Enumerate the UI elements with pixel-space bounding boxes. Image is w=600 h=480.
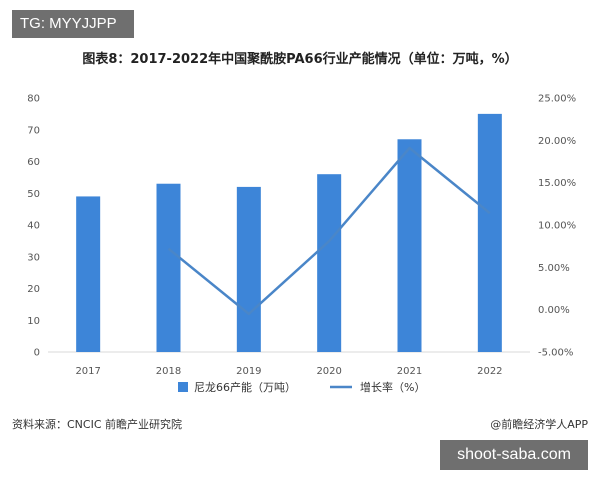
legend-bar-label: 尼龙66产能（万吨） [194, 380, 296, 394]
y-right-tick-label: -5.00% [538, 348, 573, 359]
brand-note: @前瞻经济学人APP [490, 418, 588, 431]
bar-2021 [397, 139, 422, 352]
y-left-tick-label: 70 [27, 125, 40, 136]
y-right-tick-label: 20.00% [538, 136, 576, 147]
y-right-tick-label: 15.00% [538, 178, 576, 189]
y-left-tick-label: 20 [27, 284, 40, 295]
legend-line-label: 增长率（%） [360, 380, 425, 394]
chart-title: 图表8：2017-2022年中国聚酰胺PA66行业产能情况（单位：万吨，%） [82, 52, 518, 67]
y-left-tick-label: 10 [27, 316, 40, 327]
x-tick-label: 2021 [397, 366, 422, 377]
y-left-tick-label: 40 [27, 221, 40, 232]
legend-bar-swatch [178, 382, 188, 392]
y-left-tick-label: 30 [27, 252, 40, 263]
y-right-tick-label: 0.00% [538, 305, 570, 316]
x-tick-label: 2022 [477, 366, 502, 377]
y-right-tick-label: 10.00% [538, 221, 576, 232]
watermark-badge: shoot-saba.com [440, 440, 588, 470]
combo-chart: 0 10 20 30 40 50 60 70 80 -5.00% 0.00% 5.00% 10.00% 1… [27, 94, 576, 395]
x-tick-label: 2017 [75, 366, 100, 377]
bar-2022 [477, 113, 502, 352]
x-tick-label: 2018 [156, 366, 181, 377]
y-left-tick-label: 50 [27, 189, 40, 200]
y-left-tick-label: 60 [27, 157, 40, 168]
y-right-tick-label: 5.00% [538, 263, 570, 274]
x-tick-label: 2020 [316, 366, 341, 377]
y-right-tick-label: 25.00% [538, 94, 576, 105]
x-tick-label: 2019 [236, 366, 261, 377]
source-note: 资料来源：CNCIC 前瞻产业研究院 [12, 418, 183, 431]
bar-2018 [156, 183, 181, 352]
y-left-tick-label: 0 [34, 348, 40, 359]
bar-2019 [236, 186, 261, 352]
watermark-tag: TG: MYYJJPP [12, 10, 134, 38]
y-left-tick-label: 80 [27, 94, 40, 105]
bar-2020 [317, 174, 342, 352]
bar-2017 [76, 196, 101, 352]
